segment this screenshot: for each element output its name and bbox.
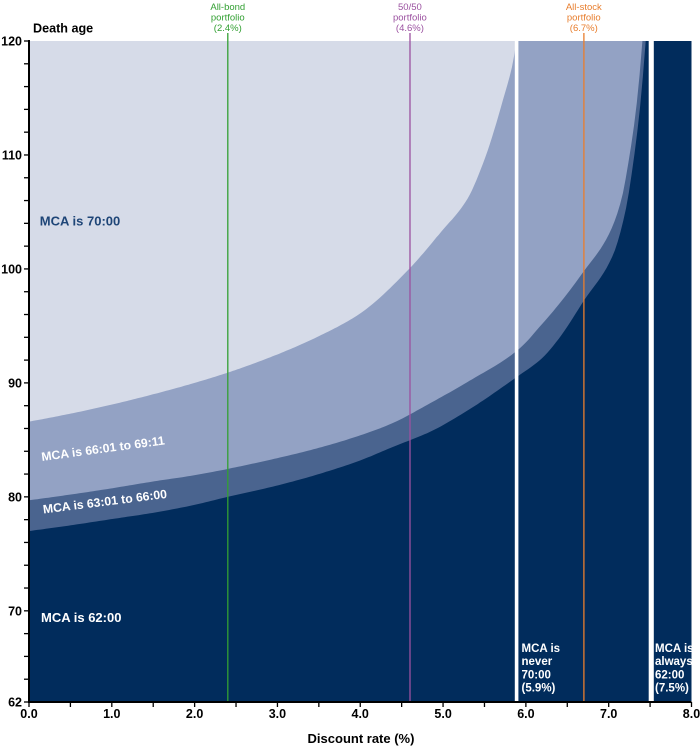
svg-text:8.0: 8.0 xyxy=(683,707,700,721)
svg-text:All-stock: All-stock xyxy=(566,2,602,13)
svg-text:62:00: 62:00 xyxy=(655,669,684,681)
svg-text:7.0: 7.0 xyxy=(600,707,617,721)
svg-text:MCA is 70:00: MCA is 70:00 xyxy=(40,214,120,229)
svg-text:Death age: Death age xyxy=(33,22,93,36)
svg-text:always: always xyxy=(655,656,693,668)
svg-text:90: 90 xyxy=(8,376,22,390)
svg-text:Discount rate (%): Discount rate (%) xyxy=(308,731,415,746)
svg-text:1.0: 1.0 xyxy=(103,707,120,721)
svg-text:portfolio: portfolio xyxy=(393,13,427,24)
svg-text:MCA is: MCA is xyxy=(655,643,694,655)
svg-text:portfolio: portfolio xyxy=(567,13,601,24)
svg-text:120: 120 xyxy=(1,35,22,49)
svg-text:MCA is 62:00: MCA is 62:00 xyxy=(41,610,121,625)
svg-text:MCA is: MCA is xyxy=(522,643,561,655)
svg-text:portfolio: portfolio xyxy=(211,13,245,24)
svg-text:80: 80 xyxy=(8,490,22,504)
svg-text:70:00: 70:00 xyxy=(522,669,551,681)
svg-text:(4.6%): (4.6%) xyxy=(396,23,424,34)
svg-text:4.0: 4.0 xyxy=(352,707,369,721)
svg-text:3.0: 3.0 xyxy=(269,707,286,721)
svg-text:2.0: 2.0 xyxy=(186,707,203,721)
svg-text:110: 110 xyxy=(2,149,22,163)
svg-text:(6.7%): (6.7%) xyxy=(570,23,598,34)
svg-text:(2.4%): (2.4%) xyxy=(214,23,242,34)
svg-text:62: 62 xyxy=(8,696,22,710)
svg-text:never: never xyxy=(522,656,553,668)
svg-text:0.0: 0.0 xyxy=(20,707,37,721)
svg-text:All-bond: All-bond xyxy=(210,2,245,13)
svg-text:6.0: 6.0 xyxy=(517,707,534,721)
svg-text:5.0: 5.0 xyxy=(434,707,451,721)
svg-text:70: 70 xyxy=(8,604,22,618)
svg-text:100: 100 xyxy=(1,262,22,276)
svg-text:50/50: 50/50 xyxy=(398,2,422,13)
svg-text:(5.9%): (5.9%) xyxy=(522,683,556,695)
svg-text:(7.5%): (7.5%) xyxy=(655,683,689,695)
